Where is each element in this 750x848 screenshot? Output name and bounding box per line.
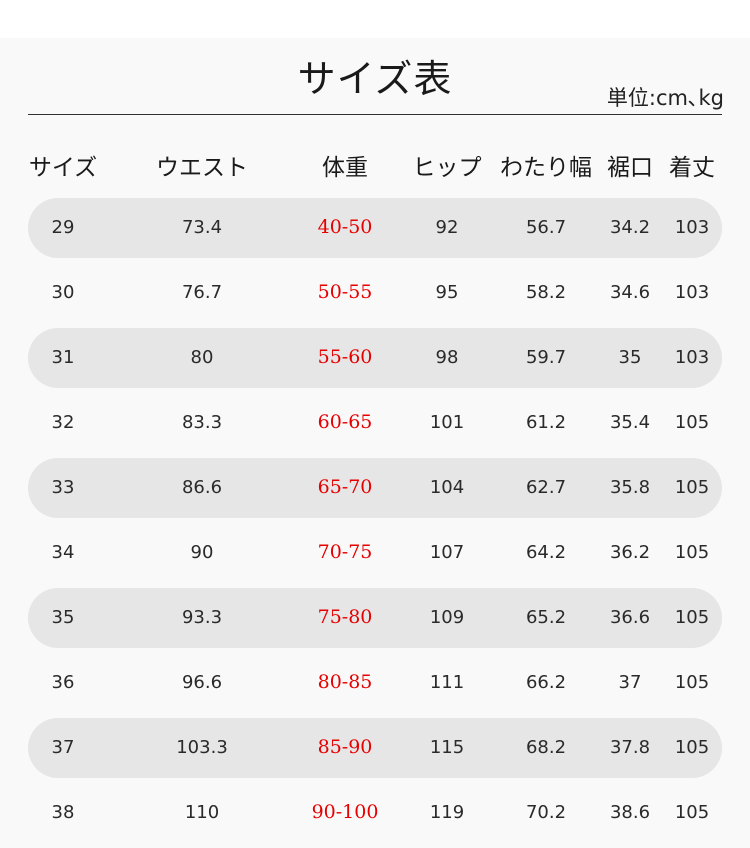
cell-length: 105 bbox=[674, 672, 710, 693]
title-divider bbox=[28, 114, 722, 115]
cell-length: 103 bbox=[674, 282, 710, 303]
row-highlight-band bbox=[28, 458, 722, 518]
header-weight: 体重 bbox=[322, 155, 368, 181]
cell-thigh: 64.2 bbox=[525, 542, 567, 563]
table-row: 37 103.3 85-90 115 68.2 37.8 105 bbox=[28, 716, 722, 781]
cell-hem: 38.6 bbox=[609, 802, 651, 823]
cell-weight: 50-55 bbox=[317, 281, 373, 303]
cell-length: 103 bbox=[674, 347, 710, 368]
cell-length: 105 bbox=[674, 477, 710, 498]
cell-thigh: 68.2 bbox=[525, 737, 567, 758]
row-highlight-band bbox=[28, 328, 722, 388]
cell-waist: 90 bbox=[190, 542, 214, 563]
cell-waist: 76.7 bbox=[181, 282, 223, 303]
cell-length: 105 bbox=[674, 412, 710, 433]
cell-length: 105 bbox=[674, 607, 710, 628]
cell-size: 33 bbox=[51, 477, 75, 498]
cell-length: 105 bbox=[674, 542, 710, 563]
cell-weight: 65-70 bbox=[317, 476, 373, 498]
cell-thigh: 66.2 bbox=[525, 672, 567, 693]
cell-hem: 34.6 bbox=[609, 282, 651, 303]
cell-weight: 75-80 bbox=[317, 606, 373, 628]
cell-waist: 73.4 bbox=[181, 217, 223, 238]
cell-weight: 60-65 bbox=[317, 411, 373, 433]
cell-hip: 98 bbox=[435, 347, 459, 368]
cell-hem: 36.6 bbox=[609, 607, 651, 628]
cell-hip: 115 bbox=[429, 737, 465, 758]
header-length: 着丈 bbox=[669, 155, 715, 181]
table-row: 29 73.4 40-50 92 56.7 34.2 103 bbox=[28, 196, 722, 261]
table-row: 34 90 70-75 107 64.2 36.2 105 bbox=[28, 521, 722, 586]
cell-size: 35 bbox=[51, 607, 75, 628]
table-row: 36 96.6 80-85 111 66.2 37 105 bbox=[28, 651, 722, 716]
cell-hem: 36.2 bbox=[609, 542, 651, 563]
cell-hip: 95 bbox=[435, 282, 459, 303]
cell-hem: 34.2 bbox=[609, 217, 651, 238]
cell-hip: 101 bbox=[429, 412, 465, 433]
cell-weight: 90-100 bbox=[311, 801, 379, 823]
cell-waist: 93.3 bbox=[181, 607, 223, 628]
cell-thigh: 65.2 bbox=[525, 607, 567, 628]
table-row: 31 80 55-60 98 59.7 35 103 bbox=[28, 326, 722, 391]
cell-weight: 80-85 bbox=[317, 671, 373, 693]
cell-thigh: 56.7 bbox=[525, 217, 567, 238]
cell-thigh: 61.2 bbox=[525, 412, 567, 433]
table-header: サイズ ウエスト 体重 ヒップ わたり幅 裾口 着丈 bbox=[28, 148, 722, 188]
cell-length: 105 bbox=[674, 737, 710, 758]
cell-weight: 55-60 bbox=[317, 346, 373, 368]
cell-hem: 37 bbox=[618, 672, 642, 693]
header-hip: ヒップ bbox=[412, 155, 482, 181]
table-row: 33 86.6 65-70 104 62.7 35.8 105 bbox=[28, 456, 722, 521]
cell-hip: 107 bbox=[429, 542, 465, 563]
row-highlight-band bbox=[28, 588, 722, 648]
cell-waist: 80 bbox=[190, 347, 214, 368]
cell-hem: 35.8 bbox=[609, 477, 651, 498]
cell-thigh: 58.2 bbox=[525, 282, 567, 303]
cell-waist: 96.6 bbox=[181, 672, 223, 693]
cell-hem: 35.4 bbox=[609, 412, 651, 433]
cell-size: 34 bbox=[51, 542, 75, 563]
cell-hem: 37.8 bbox=[609, 737, 651, 758]
cell-hem: 35 bbox=[618, 347, 642, 368]
table-body: 29 73.4 40-50 92 56.7 34.2 103 30 76.7 50-55 95 58.… bbox=[28, 196, 722, 846]
cell-size: 38 bbox=[51, 802, 75, 823]
size-chart-panel bbox=[0, 38, 750, 848]
cell-size: 36 bbox=[51, 672, 75, 693]
table-row: 35 93.3 75-80 109 65.2 36.6 105 bbox=[28, 586, 722, 651]
cell-size: 32 bbox=[51, 412, 75, 433]
cell-waist: 110 bbox=[184, 802, 220, 823]
header-thigh: わたり幅 bbox=[500, 155, 592, 181]
header-size: サイズ bbox=[28, 155, 98, 181]
cell-thigh: 70.2 bbox=[525, 802, 567, 823]
row-highlight-band bbox=[28, 198, 722, 258]
table-row: 32 83.3 60-65 101 61.2 35.4 105 bbox=[28, 391, 722, 456]
row-highlight-band bbox=[28, 718, 722, 778]
cell-weight: 70-75 bbox=[317, 541, 373, 563]
cell-hip: 92 bbox=[435, 217, 459, 238]
cell-hip: 109 bbox=[429, 607, 465, 628]
cell-hip: 104 bbox=[429, 477, 465, 498]
table-row: 30 76.7 50-55 95 58.2 34.6 103 bbox=[28, 261, 722, 326]
cell-thigh: 62.7 bbox=[525, 477, 567, 498]
cell-size: 30 bbox=[51, 282, 75, 303]
cell-waist: 103.3 bbox=[176, 737, 228, 758]
cell-weight: 85-90 bbox=[317, 736, 373, 758]
cell-size: 29 bbox=[51, 217, 75, 238]
cell-size: 37 bbox=[51, 737, 75, 758]
page-title: サイズ表 bbox=[297, 57, 453, 101]
cell-hip: 111 bbox=[429, 672, 465, 693]
cell-length: 103 bbox=[674, 217, 710, 238]
cell-size: 31 bbox=[51, 347, 75, 368]
cell-weight: 40-50 bbox=[317, 216, 373, 238]
table-row: 38 110 90-100 119 70.2 38.6 105 bbox=[28, 781, 722, 846]
cell-hip: 119 bbox=[429, 802, 465, 823]
unit-label: 単位:cm､kg bbox=[606, 86, 724, 110]
header-waist: ウエスト bbox=[156, 155, 248, 181]
cell-waist: 86.6 bbox=[181, 477, 223, 498]
cell-waist: 83.3 bbox=[181, 412, 223, 433]
cell-thigh: 59.7 bbox=[525, 347, 567, 368]
cell-length: 105 bbox=[674, 802, 710, 823]
header-hem: 裾口 bbox=[607, 155, 653, 181]
